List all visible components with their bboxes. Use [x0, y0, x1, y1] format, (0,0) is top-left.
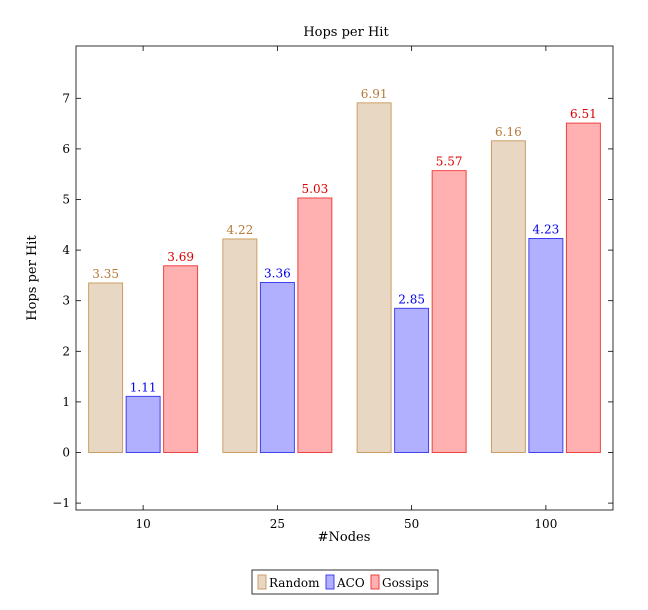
y-tick-label: 5 — [62, 193, 70, 207]
data-label-random: 3.35 — [92, 267, 119, 281]
bar-random — [88, 282, 124, 453]
plot-area — [75, 45, 614, 511]
y-tick-label: 2 — [62, 344, 70, 358]
legend-swatch-gossips — [370, 574, 380, 590]
chart-title: Hops per Hit — [303, 25, 389, 40]
data-label-aco: 4.23 — [533, 222, 560, 236]
y-tick-label: 0 — [62, 446, 70, 460]
data-label-aco: 2.85 — [398, 292, 425, 306]
data-label-gossips: 5.03 — [302, 182, 329, 196]
legend-swatch-aco — [325, 574, 335, 590]
data-label-gossips: 3.69 — [167, 250, 194, 264]
bar-random — [490, 140, 526, 453]
data-label-random: 6.16 — [495, 125, 522, 139]
y-tick-label: 3 — [62, 294, 70, 308]
x-tick-label: 50 — [404, 517, 419, 531]
y-tick-label: 7 — [62, 91, 70, 105]
bar-aco — [259, 282, 295, 453]
x-axis: 10 25 50 100 — [135, 46, 557, 531]
legend-label-aco: ACO — [336, 576, 365, 590]
x-tick-label: 10 — [135, 517, 150, 531]
bar-random — [222, 238, 258, 453]
bar-aco — [528, 238, 564, 453]
y-axis: −1 0 1 2 3 4 5 6 7 — [52, 91, 613, 510]
legend-box — [251, 569, 439, 595]
legend-label-gossips: Gossips — [382, 576, 429, 590]
y-tick-label: 1 — [62, 395, 70, 409]
data-label-random: 6.91 — [361, 87, 388, 101]
y-tick-label: −1 — [52, 496, 70, 510]
data-label-aco: 1.11 — [130, 380, 157, 394]
data-label-gossips: 6.51 — [570, 107, 597, 121]
bar-gossips — [297, 197, 333, 453]
y-axis-label: Hops per Hit — [25, 235, 40, 321]
y-tick-label: 4 — [62, 243, 70, 257]
legend-swatch-random — [257, 574, 267, 590]
y-tick-label: 6 — [62, 142, 70, 156]
legend: Random ACO Gossips — [251, 569, 439, 595]
bar-gossips — [163, 265, 199, 453]
x-tick-label: 25 — [270, 517, 285, 531]
bar-random — [356, 102, 392, 453]
bar-gossips — [431, 170, 467, 453]
data-labels: 3.35 1.11 3.69 4.22 3.36 5.03 6.91 2.85 5.57 6.16… — [92, 87, 596, 394]
bar-gossips — [565, 122, 601, 453]
x-tick-label: 100 — [534, 517, 557, 531]
data-label-gossips: 5.57 — [436, 155, 463, 169]
bar-aco — [125, 395, 161, 453]
bars — [88, 102, 601, 453]
data-label-aco: 3.36 — [264, 266, 291, 280]
data-label-random: 4.22 — [227, 223, 254, 237]
x-axis-label: #Nodes — [318, 530, 371, 545]
bar-aco — [394, 307, 430, 453]
legend-label-random: Random — [269, 576, 320, 590]
